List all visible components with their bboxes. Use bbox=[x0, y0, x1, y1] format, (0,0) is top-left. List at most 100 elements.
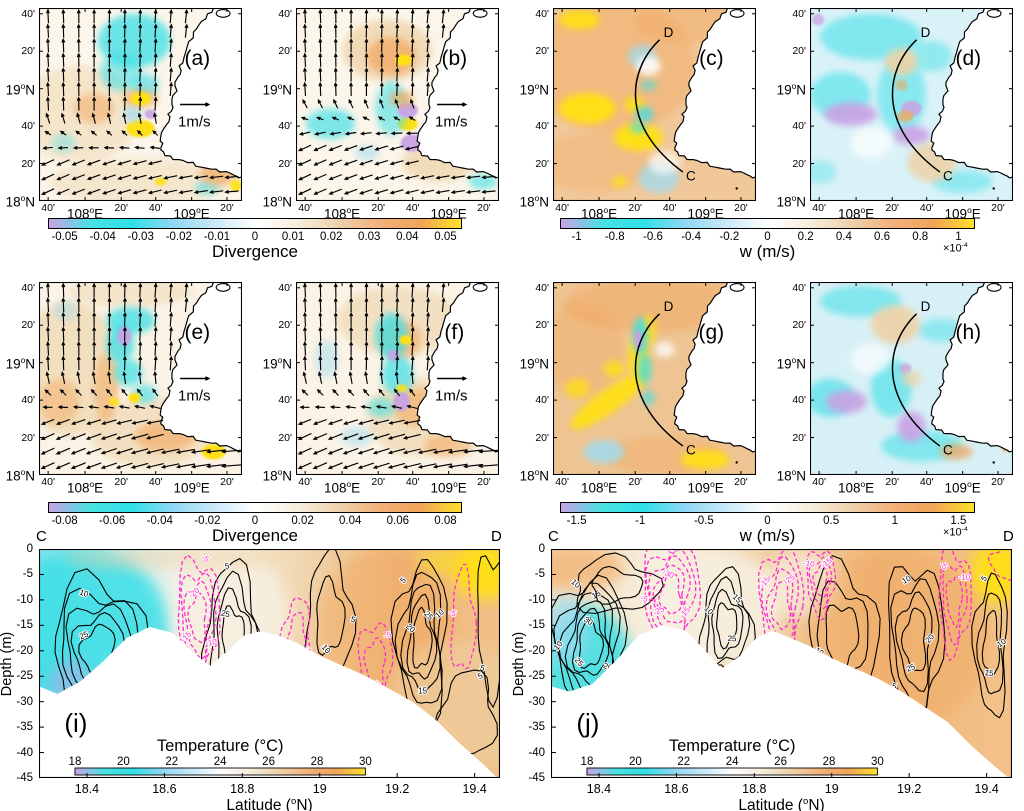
contour-label: 25 bbox=[220, 608, 231, 619]
contour-label: 5 bbox=[350, 615, 357, 625]
velocity-arrow bbox=[92, 297, 97, 312]
latitude-tick-label: 19.2 bbox=[897, 782, 922, 796]
field-blob bbox=[850, 343, 892, 375]
velocity-arrow bbox=[342, 433, 359, 440]
velocity-arrow bbox=[122, 52, 127, 67]
coastline-landmass bbox=[673, 8, 756, 179]
velocity-arrow bbox=[373, 419, 390, 425]
depth-tick-label: -5 bbox=[534, 568, 545, 581]
velocity-arrow bbox=[138, 326, 143, 342]
velocity-arrow bbox=[302, 67, 307, 82]
velocity-arrow bbox=[379, 297, 384, 313]
velocity-arrow bbox=[169, 282, 174, 298]
velocity-arrow bbox=[364, 340, 369, 356]
velocity-arrow bbox=[364, 282, 369, 298]
velocity-arrow bbox=[426, 326, 431, 342]
velocity-arrow bbox=[379, 23, 384, 38]
velocity-arrow bbox=[122, 96, 127, 111]
velocity-arrow bbox=[136, 130, 143, 136]
small-island bbox=[986, 282, 1002, 292]
y-tick-label: 20' bbox=[21, 319, 35, 332]
quiver-key-arrow bbox=[180, 376, 211, 381]
velocity-arrow bbox=[76, 96, 81, 111]
small-island bbox=[472, 8, 488, 18]
y-tick-label: 19oN bbox=[776, 354, 806, 371]
field-blob bbox=[39, 378, 80, 425]
depth-tick-label: -5 bbox=[22, 568, 33, 581]
velocity-arrow bbox=[478, 449, 499, 454]
y-tick-label: 20' bbox=[792, 45, 806, 58]
velocity-arrow bbox=[122, 282, 127, 298]
velocity-arrow bbox=[402, 463, 421, 469]
velocity-arrow bbox=[76, 112, 81, 124]
velocity-arrow bbox=[406, 404, 418, 410]
velocity-arrow bbox=[86, 188, 101, 195]
velocity-arrow bbox=[45, 52, 50, 67]
inset-cbar-tick: 20 bbox=[117, 756, 130, 768]
velocity-arrow bbox=[333, 326, 338, 342]
contour-label: -5 bbox=[448, 608, 458, 619]
coastline-landmass bbox=[930, 8, 1013, 179]
contour-line bbox=[394, 571, 443, 704]
velocity-arrow bbox=[122, 8, 127, 24]
field-blob bbox=[611, 175, 629, 188]
velocity-arrow bbox=[61, 8, 66, 24]
velocity-arrow bbox=[360, 405, 372, 409]
velocity-arrow bbox=[312, 418, 327, 425]
velocity-arrow bbox=[121, 130, 128, 136]
field-blob bbox=[375, 312, 408, 360]
velocity-arrow bbox=[433, 463, 452, 469]
velocity-arrow bbox=[107, 67, 112, 82]
velocity-arrow bbox=[314, 405, 326, 410]
depth-tick-label: -30 bbox=[16, 695, 33, 708]
velocity-arrow bbox=[410, 23, 415, 38]
velocity-arrow bbox=[221, 449, 242, 454]
velocity-arrow bbox=[364, 326, 369, 342]
velocity-arrow bbox=[178, 189, 193, 195]
velocity-arrow bbox=[55, 462, 71, 470]
colorbar-title: Divergence bbox=[212, 526, 298, 545]
field-blob bbox=[812, 13, 825, 26]
velocity-arrow bbox=[86, 174, 101, 181]
field-blob bbox=[570, 374, 646, 430]
map-plot-h: D C (h) bbox=[810, 282, 1013, 475]
y-tick-label: 40' bbox=[21, 394, 35, 407]
islet-dot bbox=[735, 187, 738, 190]
velocity-arrow bbox=[409, 388, 416, 397]
colorbar-tick: -0.05 bbox=[51, 231, 78, 243]
velocity-arrow bbox=[349, 311, 354, 327]
velocity-arrow bbox=[410, 297, 415, 313]
y-tick-label: 18oN bbox=[262, 192, 292, 210]
x-tick-label: 40' bbox=[298, 202, 312, 214]
velocity-arrow bbox=[45, 37, 50, 53]
contour-label: 5 bbox=[476, 671, 485, 681]
velocity-arrow bbox=[76, 81, 81, 97]
velocity-arrow bbox=[122, 37, 127, 53]
velocity-arrow bbox=[107, 370, 111, 384]
current-vectors bbox=[297, 282, 499, 470]
velocity-arrow bbox=[349, 326, 354, 342]
velocity-arrow bbox=[410, 355, 415, 371]
velocity-arrow bbox=[379, 81, 384, 97]
velocity-arrow bbox=[76, 37, 81, 53]
velocity-arrow bbox=[175, 448, 195, 454]
velocity-arrow bbox=[410, 37, 415, 53]
colorbar-w2 bbox=[560, 502, 975, 513]
colorbar-div2 bbox=[48, 502, 462, 513]
velocity-arrow bbox=[134, 145, 145, 150]
islet-dot bbox=[992, 187, 995, 190]
colorbar-tick: 0.8 bbox=[912, 231, 929, 243]
velocity-arrow bbox=[312, 447, 328, 455]
temperature-blob bbox=[62, 549, 293, 570]
inset-cbar-tick: 18 bbox=[69, 756, 82, 768]
velocity-arrow bbox=[208, 175, 224, 180]
velocity-arrow bbox=[387, 462, 406, 469]
velocity-arrow bbox=[333, 355, 338, 371]
velocity-arrow bbox=[359, 188, 373, 195]
velocity-arrow bbox=[301, 389, 309, 396]
current-vectors bbox=[297, 8, 496, 195]
velocity-arrow bbox=[317, 371, 323, 384]
x-tick-label: 20' bbox=[371, 202, 386, 214]
velocity-arrow bbox=[131, 419, 148, 425]
x-tick-label: 40' bbox=[41, 476, 55, 488]
